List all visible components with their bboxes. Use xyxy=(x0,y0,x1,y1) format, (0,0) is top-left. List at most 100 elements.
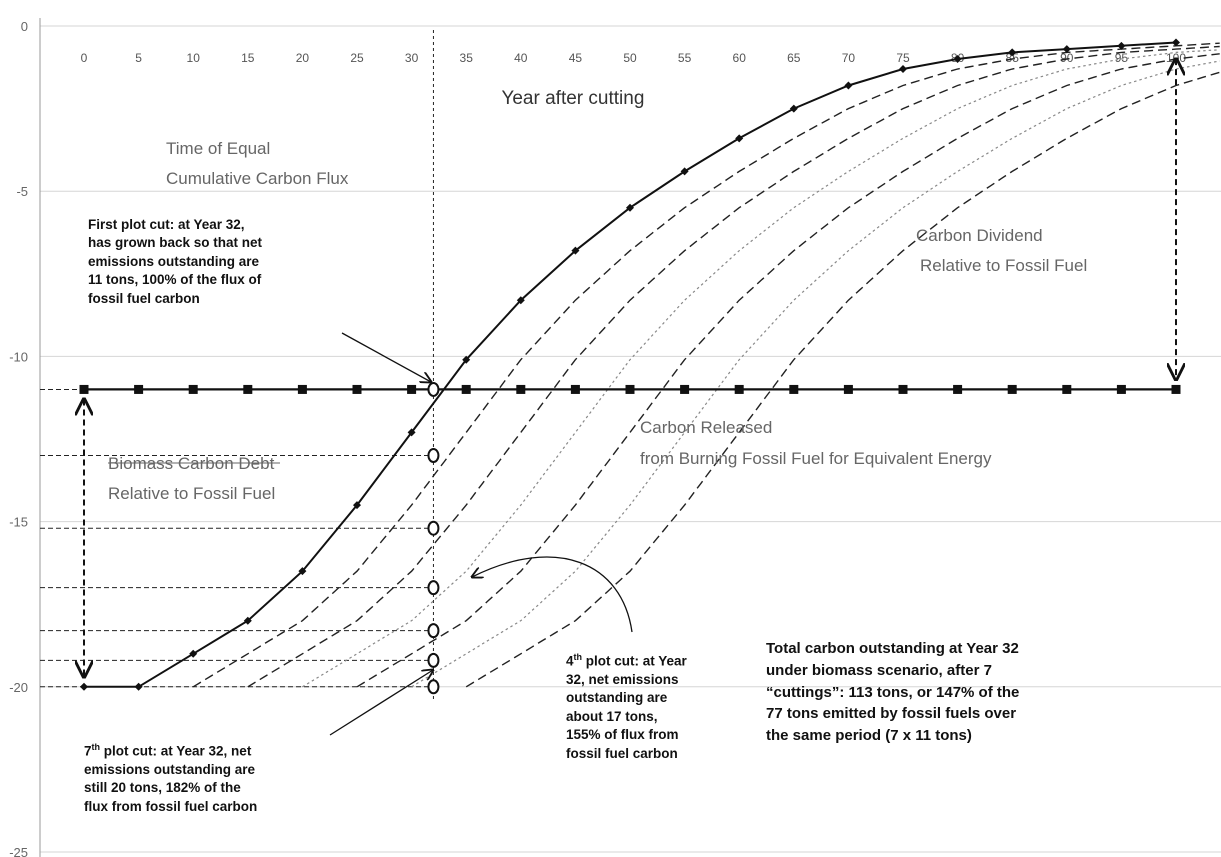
y-tick-label: -10 xyxy=(9,349,28,364)
fourth-cut-arrow xyxy=(472,556,633,633)
carbon-debt-label: Relative to Fossil Fuel xyxy=(108,484,275,503)
biomass-point xyxy=(516,296,525,305)
x-tick-label: 65 xyxy=(787,51,801,65)
fossil-fuel-point xyxy=(461,384,471,394)
fourth-cut-line: about 17 tons, xyxy=(566,708,658,724)
x-tick-label: 75 xyxy=(896,51,910,65)
seventh-cut-number: 7 xyxy=(84,743,92,759)
biomass-point xyxy=(353,501,361,510)
x-tick-label: 55 xyxy=(678,51,692,65)
x-tick-label: 40 xyxy=(514,51,528,65)
fossil-fuel-point xyxy=(297,384,307,394)
fossil-fuel-point xyxy=(1171,384,1181,394)
fourth-cut-text: plot cut: at Year xyxy=(582,653,687,669)
seventh-cut-line: emissions outstanding are xyxy=(84,761,256,777)
shifted-curve-line xyxy=(356,53,1220,688)
fossil-fuel-point xyxy=(625,384,635,394)
fourth-cut-line: 4th plot cut: at Year xyxy=(566,651,687,671)
marked-point xyxy=(427,520,440,536)
first-cut-line: fossil fuel carbon xyxy=(88,290,200,306)
fossil-fuel-point xyxy=(516,384,526,394)
x-tick-label: 20 xyxy=(296,51,310,65)
total-carbon-line: Total carbon outstanding at Year 32 xyxy=(766,640,1019,657)
seventh-cut-annotation: 7th plot cut: at Year 32, net emissions … xyxy=(84,741,257,816)
fourth-cut-number: 4 xyxy=(566,653,574,669)
shifted-curve-line xyxy=(247,45,1220,688)
carbon-released-label: from Burning Fossil Fuel for Equivalent … xyxy=(640,449,992,468)
fourth-cut-line: outstanding are xyxy=(566,690,668,706)
fossil-fuel-point xyxy=(79,384,89,394)
y-tick-label: -20 xyxy=(9,680,28,695)
x-tick-label: 5 xyxy=(135,51,142,65)
biomass-point xyxy=(844,81,853,90)
biomass-point xyxy=(407,428,416,437)
total-carbon-annotation: Total carbon outstanding at Year 32 unde… xyxy=(766,638,1019,747)
fossil-fuel-point xyxy=(953,384,963,394)
first-cut-line: has grown back so that net xyxy=(88,235,263,251)
biomass-point xyxy=(789,104,798,113)
fossil-fuel-point xyxy=(1116,384,1126,394)
fossil-fuel-point xyxy=(1007,384,1017,394)
fossil-fuel-point xyxy=(134,384,144,394)
fourth-cut-line: fossil fuel carbon xyxy=(566,745,678,761)
equal-flux-label: Time of Equal xyxy=(166,139,270,158)
fossil-fuel-point xyxy=(680,384,690,394)
biomass-point xyxy=(735,134,744,143)
first-cut-line: 11 tons, 100% of the flux of xyxy=(88,272,262,288)
x-tick-label: 35 xyxy=(460,51,474,65)
shifted-curve-line xyxy=(411,60,1220,688)
biomass-point xyxy=(80,682,88,691)
biomass-point xyxy=(1008,48,1017,57)
total-carbon-line: “cuttings”: 113 tons, or 147% of the xyxy=(766,683,1020,701)
x-tick-label: 95 xyxy=(1115,51,1129,65)
carbon-dividend-label: Relative to Fossil Fuel xyxy=(920,256,1087,275)
biomass-point xyxy=(189,649,198,658)
carbon-dividend-label: Carbon Dividend xyxy=(916,226,1043,245)
carbon-released-label: Carbon Released xyxy=(640,418,772,437)
first-cut-arrow xyxy=(341,332,431,382)
equal-flux-label: Cumulative Carbon Flux xyxy=(166,169,349,188)
fossil-fuel-point xyxy=(789,384,799,394)
marked-point xyxy=(427,448,440,464)
seventh-cut-arrow xyxy=(329,670,433,736)
first-cut-line: First plot cut: at Year 32, xyxy=(88,217,245,232)
x-tick-label: 60 xyxy=(733,51,747,65)
fossil-fuel-point xyxy=(188,384,198,394)
fossil-fuel-point xyxy=(734,384,744,394)
fossil-fuel-point xyxy=(898,384,908,394)
biomass-point xyxy=(680,167,689,176)
y-tick-label: -15 xyxy=(9,515,28,530)
fossil-fuel-point xyxy=(570,384,580,394)
shifted-curve-line xyxy=(465,71,1220,688)
marked-point xyxy=(427,652,440,668)
fossil-fuel-point xyxy=(1062,384,1072,394)
biomass-point xyxy=(626,203,634,212)
biomass-point xyxy=(1062,45,1071,54)
x-tick-label: 50 xyxy=(623,51,637,65)
biomass-point xyxy=(1117,41,1126,50)
fourth-cut-annotation: 4th plot cut: at Year 32, net emissions … xyxy=(566,651,687,763)
fossil-fuel-point xyxy=(352,384,362,394)
biomass-point xyxy=(243,616,252,625)
biomass-point xyxy=(899,64,907,73)
y-tick-label: -5 xyxy=(16,184,28,199)
biomass-point xyxy=(298,567,307,576)
y-tick-label: -25 xyxy=(9,845,28,857)
fourth-cut-line: 32, net emissions xyxy=(566,671,679,687)
fossil-fuel-point xyxy=(243,384,253,394)
total-carbon-line: 77 tons emitted by fossil fuels over xyxy=(766,705,1017,723)
biomass-point xyxy=(1172,38,1180,47)
fourth-cut-superscript: th xyxy=(573,652,583,662)
seventh-cut-line: 7th plot cut: at Year 32, net xyxy=(84,741,257,761)
x-tick-label: 45 xyxy=(569,51,583,65)
biomass-point xyxy=(571,246,580,255)
x-tick-label: 30 xyxy=(405,51,419,65)
biomass-point xyxy=(462,355,471,364)
fossil-fuel-point xyxy=(843,384,853,394)
fourth-cut-line: 155% of flux from xyxy=(566,727,679,743)
biomass-point xyxy=(134,682,143,691)
x-tick-label: 25 xyxy=(350,51,364,65)
fossil-fuel-point xyxy=(407,384,417,394)
y-tick-label: 0 xyxy=(21,19,28,34)
